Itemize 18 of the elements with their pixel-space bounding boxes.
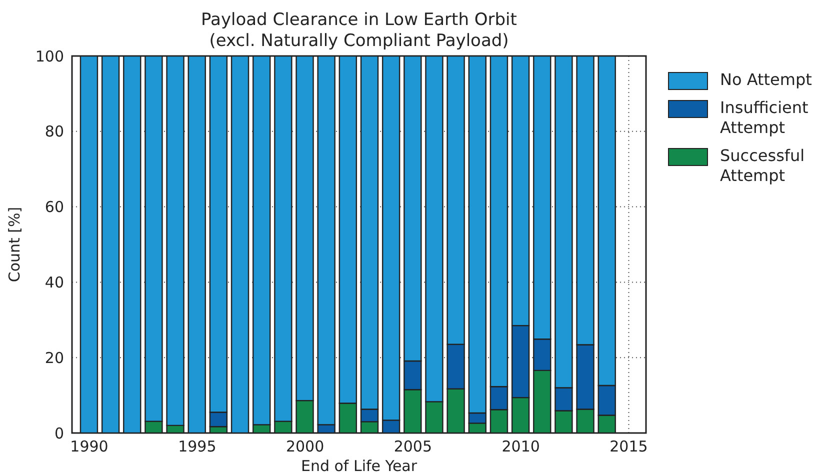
- y-tick-label: 100: [35, 47, 64, 66]
- x-axis-title: End of Life Year: [300, 457, 418, 474]
- y-tick-label: 80: [44, 122, 64, 141]
- x-tick-label: 2000: [286, 438, 324, 456]
- x-tick-label: 2005: [394, 438, 432, 456]
- x-tick-label: 1990: [70, 438, 108, 456]
- x-tick-label: 1995: [178, 438, 216, 456]
- legend-label: No Attempt: [720, 70, 813, 90]
- chart-title: Payload Clearance in Low Earth Orbit (excl. Naturally Compliant Payload): [200, 10, 518, 52]
- legend-label: Successful Attempt: [720, 146, 806, 186]
- y-tick-label: 20: [44, 348, 64, 367]
- legend-label: Insufficient Attempt: [720, 98, 810, 138]
- y-tick-label: 0: [54, 424, 64, 442]
- y-tick-label: 60: [44, 198, 64, 216]
- x-tick-label: 2010: [502, 438, 540, 456]
- x-tick-label: 2015: [610, 438, 648, 456]
- y-tick-label: 40: [44, 274, 64, 292]
- y-axis-title: Count [%]: [5, 206, 24, 282]
